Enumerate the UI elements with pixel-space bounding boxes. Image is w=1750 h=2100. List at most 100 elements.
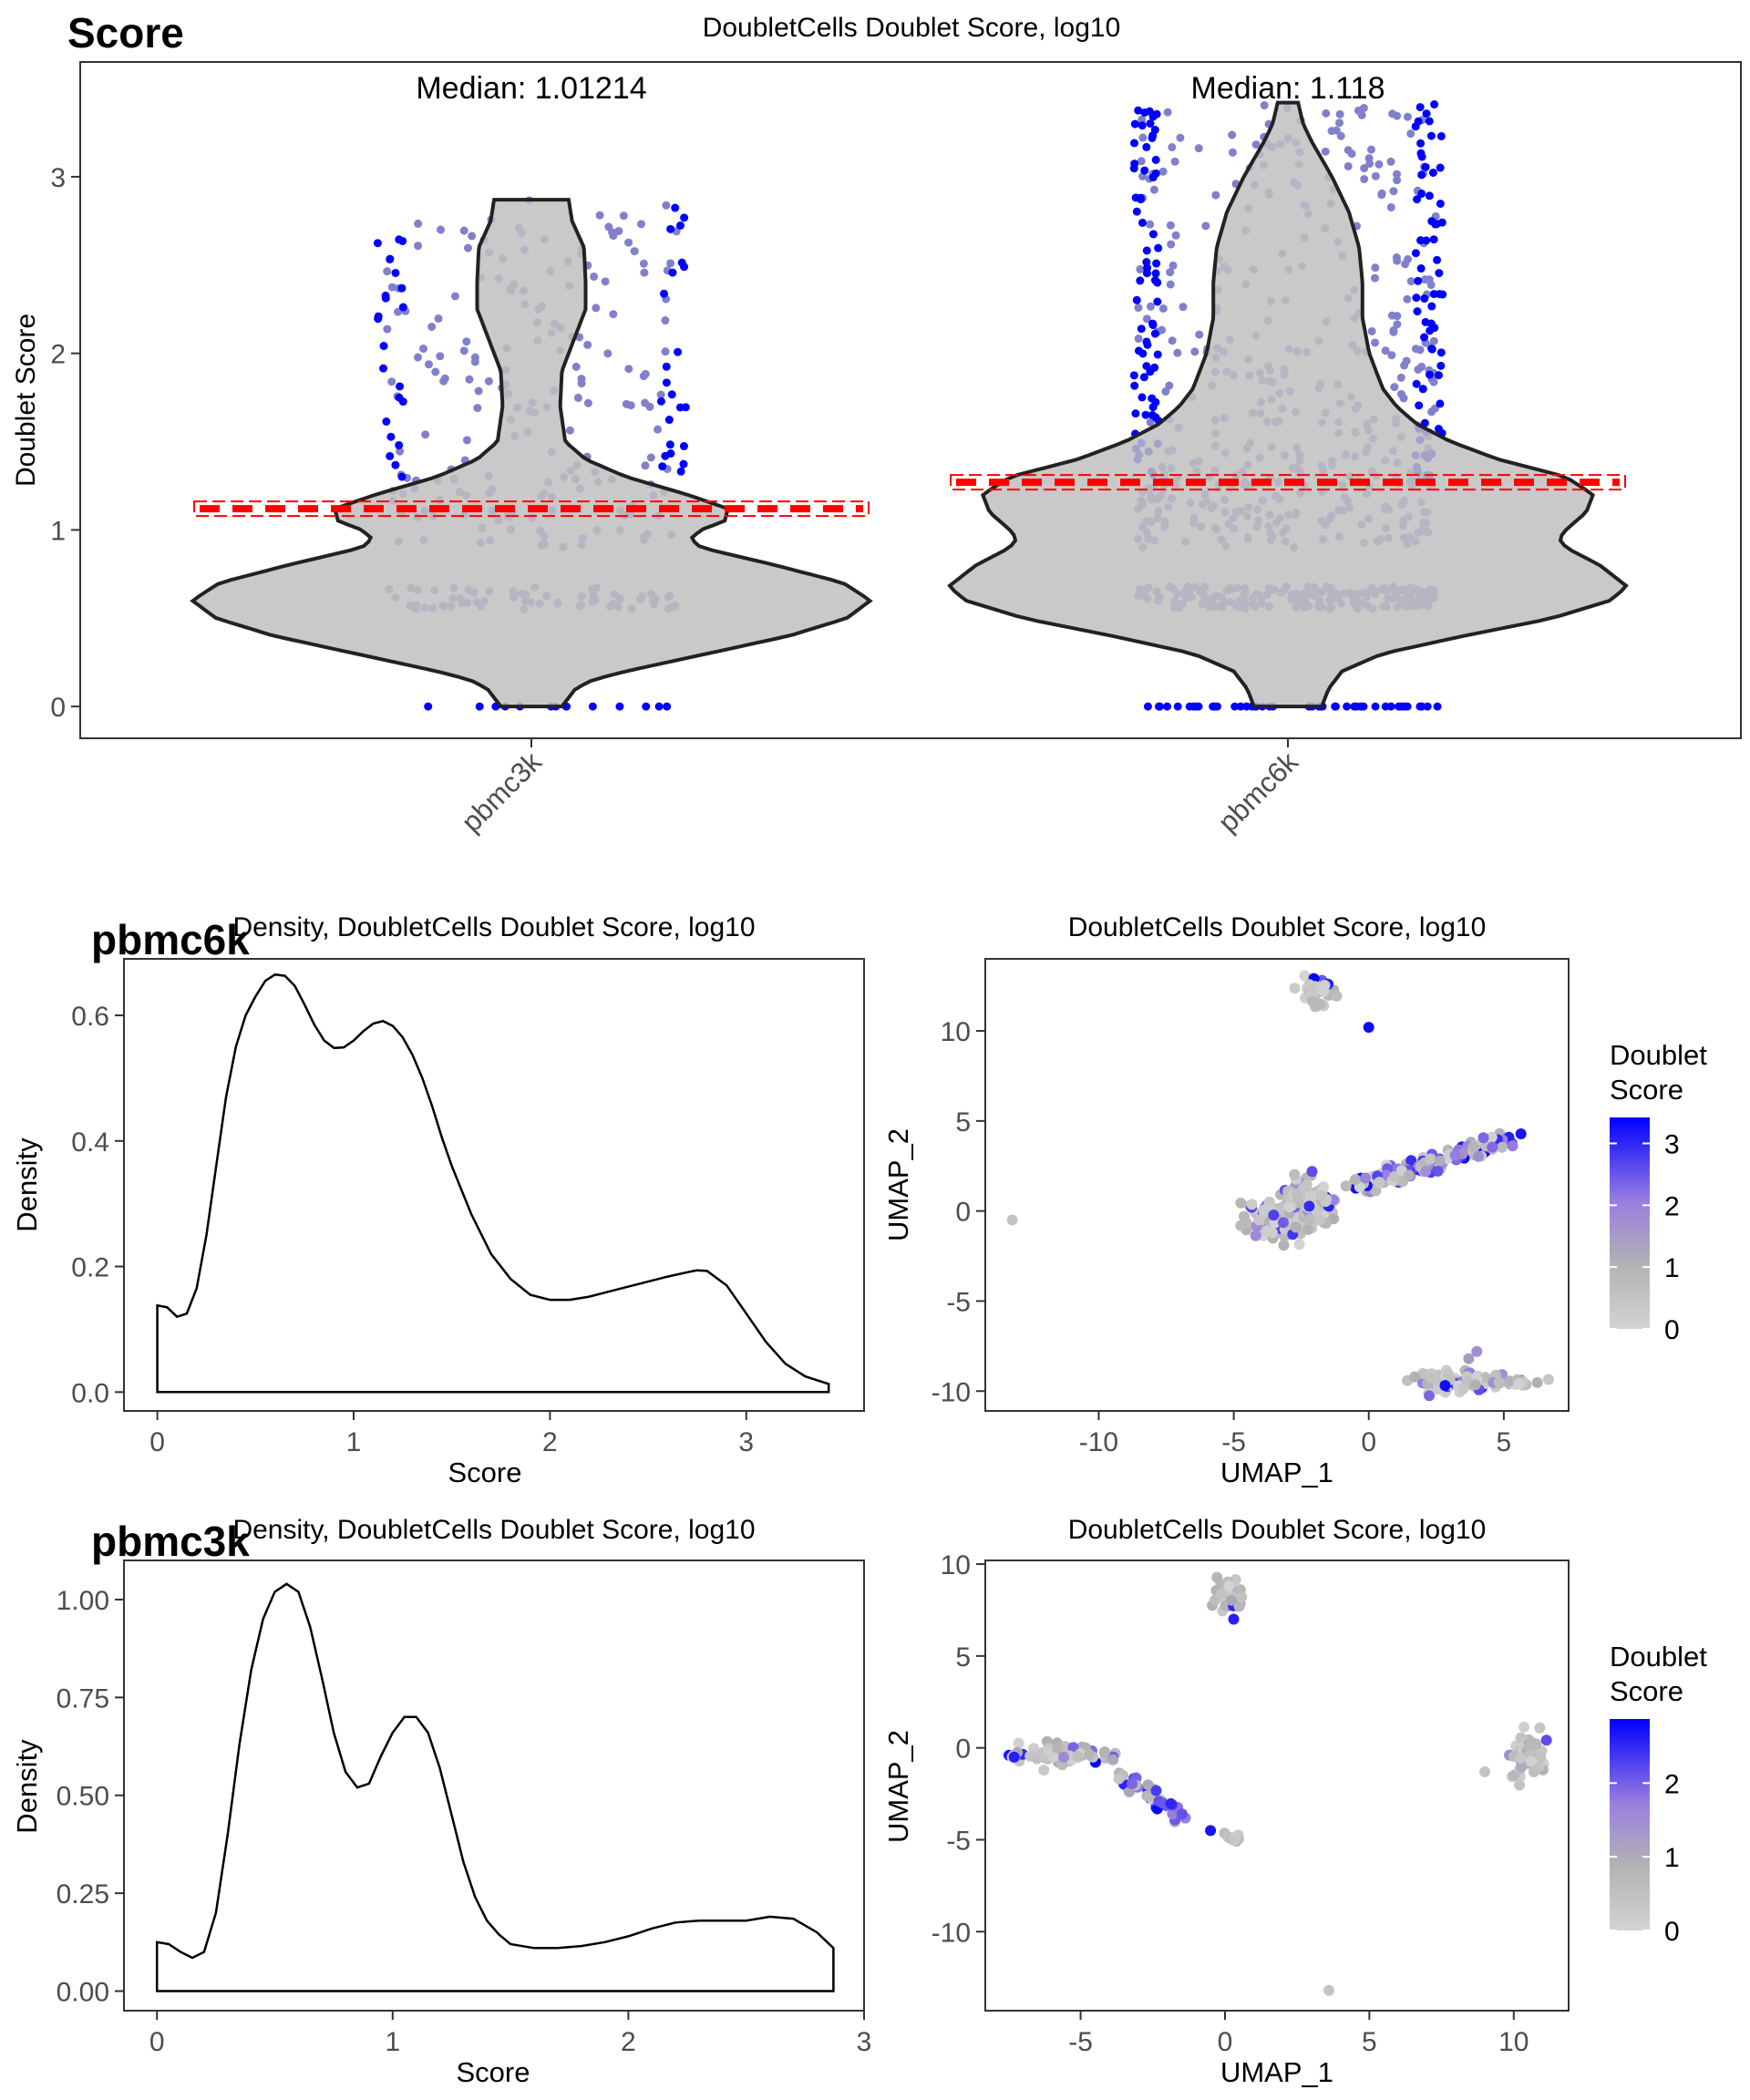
umap-point — [1306, 1189, 1318, 1201]
outlier-point — [381, 293, 390, 303]
violin-pbmc3k — [190, 198, 873, 709]
jitter-point — [639, 372, 648, 381]
umap-point — [1250, 1230, 1261, 1241]
jitter-point — [654, 425, 663, 434]
outlier-point — [680, 213, 689, 222]
outlier-point — [382, 417, 391, 426]
outlier-point — [680, 262, 689, 272]
umap-xtick-label: 0 — [1361, 1427, 1376, 1457]
umap-point — [1424, 1390, 1436, 1402]
umap-pbmc6k-axes: -10 -5 0 5 -10 -5 0 5 10 — [932, 1017, 1512, 1457]
violin-y-axis: 0 1 2 3 — [50, 163, 80, 723]
zero-point — [615, 702, 624, 711]
outlier-point — [1134, 106, 1143, 115]
outlier-point — [397, 283, 407, 293]
density-ytick-label: 0.00 — [57, 1978, 109, 2008]
median-label-pbmc6k: Median: 1.118 — [1191, 71, 1385, 106]
jitter-point — [1393, 111, 1402, 120]
outlier-point — [660, 289, 669, 298]
jitter-point — [414, 242, 423, 251]
jitter-point — [414, 219, 423, 228]
zero-point — [424, 702, 433, 711]
outlier-point — [379, 342, 388, 351]
umap-point — [1072, 1750, 1084, 1762]
outlier-point — [1420, 418, 1429, 427]
outlier-point — [679, 442, 688, 451]
umap-point — [1479, 1372, 1491, 1384]
density-xtick-label: 1 — [346, 1427, 362, 1457]
umap-point — [1388, 1171, 1400, 1182]
outlier-point — [1428, 168, 1437, 177]
jitter-point — [1321, 147, 1330, 156]
umap-point — [1278, 1240, 1290, 1251]
umap-point — [1534, 1722, 1546, 1734]
jitter-point — [1427, 407, 1436, 417]
jitter-point — [1134, 304, 1143, 313]
outlier-point — [1130, 139, 1139, 148]
jitter-point — [1228, 130, 1237, 139]
jitter-point — [1389, 326, 1398, 335]
outlier-point — [1146, 367, 1155, 376]
outlier-point — [1148, 112, 1158, 121]
legend-tick-label: 2 — [1664, 1769, 1680, 1799]
umap-point — [1513, 1378, 1525, 1390]
jitter-point — [1401, 260, 1410, 269]
jitter-point — [1138, 133, 1148, 142]
jitter-point — [583, 398, 592, 407]
umap-ytick-label: -5 — [946, 1287, 971, 1317]
jitter-point — [1168, 143, 1177, 152]
density-xtick-label: 0 — [149, 1427, 165, 1457]
outlier-point — [1435, 290, 1444, 299]
umap-point — [1374, 1177, 1385, 1188]
jitter-point — [1420, 275, 1429, 284]
outlier-point — [676, 467, 685, 476]
umap-pbmc3k-legend-title-1: Doublet — [1610, 1641, 1707, 1673]
umap-point — [1449, 1149, 1461, 1161]
umap-point — [1525, 1755, 1537, 1767]
outlier-point — [1129, 164, 1138, 173]
umap-point — [1313, 1214, 1325, 1226]
umap-point — [1228, 1613, 1240, 1625]
umap-point — [1157, 1797, 1168, 1809]
zero-point — [663, 702, 672, 711]
outlier-point — [1416, 139, 1426, 148]
outlier-point — [386, 432, 396, 441]
zero-point — [1356, 702, 1365, 711]
jitter-point — [436, 352, 445, 361]
jitter-point — [1415, 345, 1425, 355]
outlier-point — [1436, 199, 1445, 208]
jitter-point — [468, 232, 477, 241]
jitter-point — [636, 220, 645, 229]
outlier-point — [398, 303, 407, 312]
outlier-point — [1151, 155, 1160, 164]
outlier-point — [1152, 259, 1161, 268]
outlier-point — [675, 403, 685, 412]
umap-point — [1216, 1588, 1228, 1600]
umap-point — [1323, 1984, 1334, 1996]
zero-point — [1173, 702, 1182, 711]
density-xtick-label: 3 — [738, 1427, 754, 1457]
jitter-point — [1167, 240, 1176, 249]
density-pbmc6k-axes: 0 1 2 3 0.0 0.2 0.4 0.6 — [71, 1002, 754, 1457]
outlier-point — [1419, 333, 1428, 342]
umap-pbmc6k-title: DoubletCells Doublet Score, log10 — [1068, 912, 1487, 942]
zero-point — [1242, 702, 1251, 711]
density-pbmc3k-ylabel: Density — [11, 1739, 43, 1834]
jitter-point — [1393, 176, 1402, 185]
outlier-point — [1148, 403, 1158, 412]
density-pbmc6k-ylabel: Density — [11, 1138, 43, 1232]
outlier-point — [1418, 385, 1427, 394]
density-xtick-label: 1 — [385, 2027, 400, 2057]
umap-ytick-label: -10 — [932, 1918, 971, 1948]
outlier-point — [1422, 109, 1431, 118]
jitter-point — [630, 247, 639, 256]
jitter-point — [462, 436, 471, 445]
umap-point — [1113, 1773, 1125, 1785]
umap-ytick-label: 0 — [955, 1735, 971, 1765]
jitter-point — [424, 360, 433, 369]
density-pbmc6k-tag: pbmc6k — [91, 916, 250, 963]
outlier-point — [1426, 131, 1436, 140]
umap-point — [1107, 1754, 1119, 1765]
umap-point — [1268, 1210, 1280, 1221]
jitter-point — [431, 367, 440, 376]
